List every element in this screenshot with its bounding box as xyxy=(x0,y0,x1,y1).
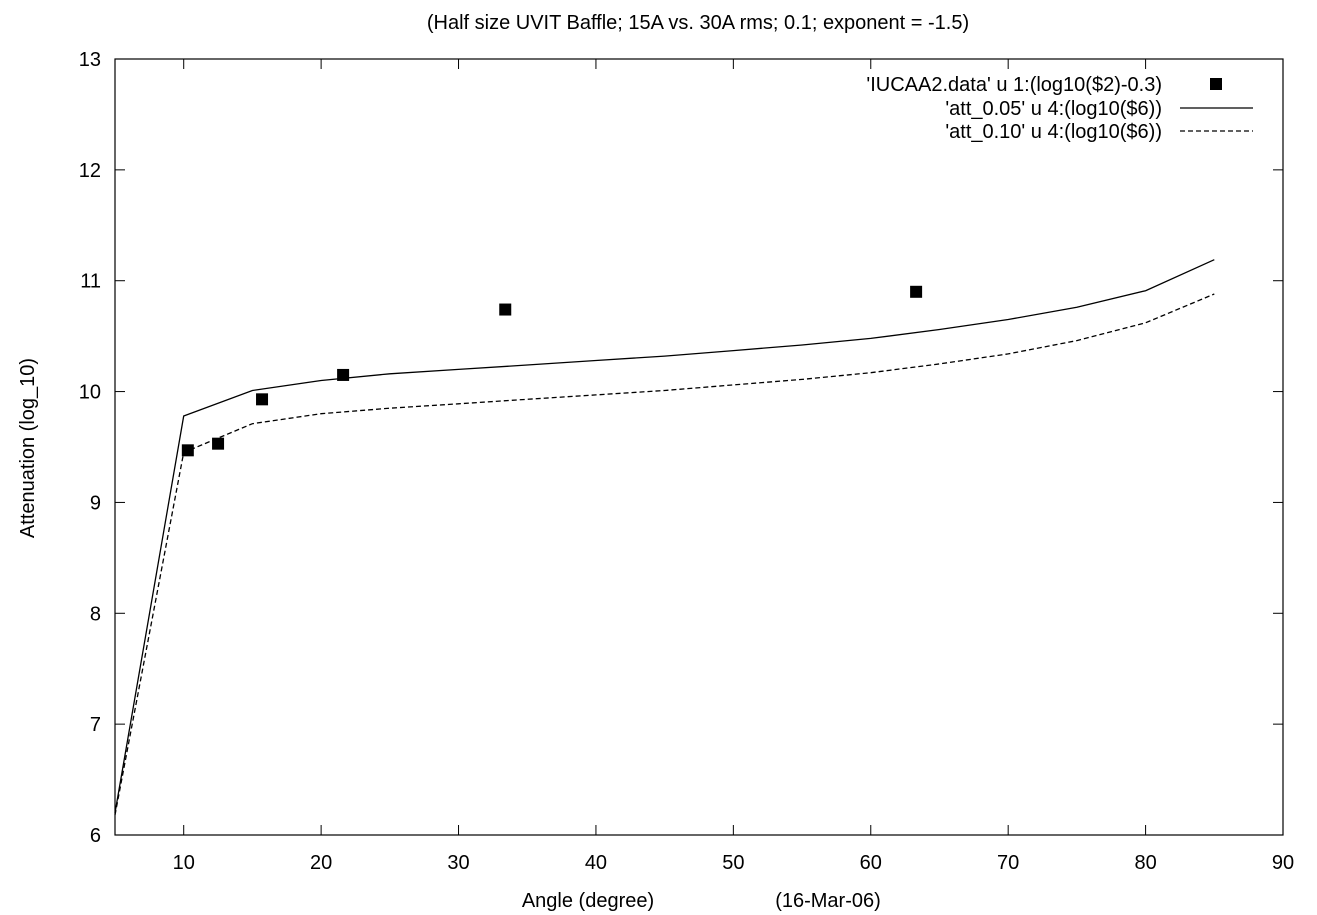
y-axis-label: Attenuation (log_10) xyxy=(17,358,39,538)
legend-label: 'att_0.05' u 4:(log10($6)) xyxy=(945,98,1162,120)
x-tick-label: 90 xyxy=(1272,852,1294,874)
data-point xyxy=(499,303,512,316)
x-tick-label: 20 xyxy=(310,852,332,874)
y-tick-label: 11 xyxy=(80,271,101,293)
series-layer xyxy=(114,259,1215,816)
data-point xyxy=(212,437,225,450)
data-point xyxy=(256,393,269,406)
x-axis-label: Angle (degree) xyxy=(522,890,654,912)
legend-label: 'att_0.10' u 4:(log10($6)) xyxy=(945,121,1162,143)
y-tick-label: 9 xyxy=(90,492,101,514)
y-tick-label: 12 xyxy=(79,160,101,182)
legend: 'IUCAA2.data' u 1:(log10($2)-0.3)'att_0.… xyxy=(866,74,1253,143)
y-tick-label: 13 xyxy=(79,49,101,71)
data-point xyxy=(181,444,194,457)
series-line-dashed xyxy=(114,293,1215,816)
y-tick-label: 10 xyxy=(79,382,101,404)
x-tick-label: 60 xyxy=(860,852,882,874)
plot-frame xyxy=(114,58,1284,836)
plot-border xyxy=(114,58,1284,836)
x-axis-note: (16-Mar-06) xyxy=(775,890,881,912)
legend-marker xyxy=(1210,78,1222,90)
x-tick-label: 70 xyxy=(997,852,1019,874)
x-tick-label: 80 xyxy=(1134,852,1156,874)
legend-label: 'IUCAA2.data' u 1:(log10($2)-0.3) xyxy=(866,74,1162,96)
x-tick-label: 50 xyxy=(722,852,744,874)
axis-tick-labels: 10 20 30 40 50 60 70 80 90 6 7 8 9 10 11 12 13 xyxy=(79,49,1294,874)
x-tick-label: 10 xyxy=(173,852,195,874)
x-tick-label: 30 xyxy=(447,852,469,874)
y-tick-label: 7 xyxy=(90,714,101,736)
series-line-solid xyxy=(114,259,1215,813)
axis-ticks xyxy=(115,58,1284,836)
chart-title: (Half size UVIT Baffle; 15A vs. 30A rms;… xyxy=(427,12,969,34)
x-tick-label: 40 xyxy=(585,852,607,874)
data-point xyxy=(910,285,923,298)
y-tick-label: 8 xyxy=(90,603,101,625)
y-tick-label: 6 xyxy=(90,825,101,847)
